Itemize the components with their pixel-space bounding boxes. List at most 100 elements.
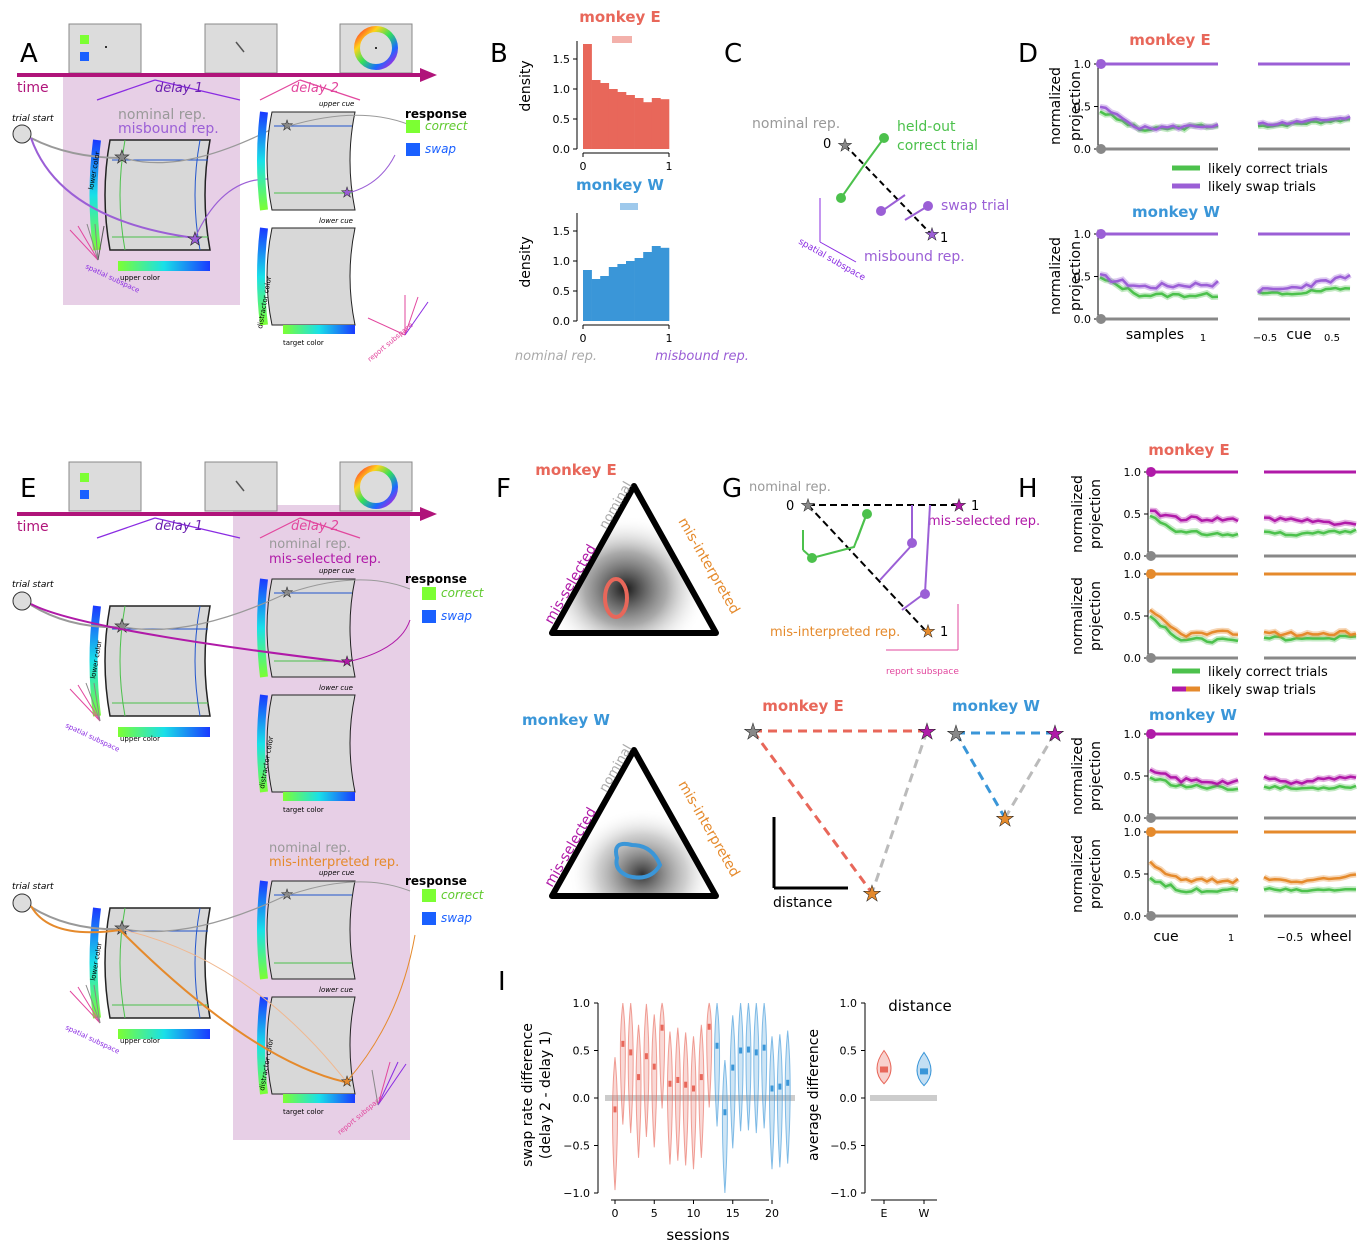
i-avg-median bbox=[920, 1068, 928, 1075]
i-ytick-label: 1.0 bbox=[573, 997, 591, 1010]
i-violin bbox=[729, 1015, 736, 1149]
e-misinterpreted-label: mis-interpreted rep. bbox=[269, 855, 399, 870]
e-upper-cue: upper cue bbox=[319, 869, 354, 877]
panel-label-e: E bbox=[20, 474, 36, 504]
e-plane bbox=[104, 605, 211, 717]
hist-xtick-label: 1 bbox=[666, 332, 673, 345]
proj-line bbox=[1263, 516, 1357, 527]
i-violin bbox=[714, 1002, 721, 1127]
e-misselected-resp bbox=[346, 619, 411, 663]
swap-label: swap bbox=[425, 142, 456, 156]
correct-swatch bbox=[406, 120, 420, 133]
misbound-star: ★ bbox=[187, 229, 203, 250]
trial-start-label: trial start bbox=[12, 114, 54, 124]
e-plane-curve-blue bbox=[194, 605, 201, 717]
i-right-ytick-label: −1.0 bbox=[830, 1187, 857, 1200]
e-lower-cue: lower cue bbox=[319, 986, 353, 994]
i-median bbox=[707, 1023, 711, 1030]
hist-xtick-label: 1 bbox=[666, 160, 673, 173]
e-swap-label: swap bbox=[441, 609, 472, 623]
g-one-b: 1 bbox=[940, 625, 948, 640]
g-monkey-e-title: monkey E bbox=[762, 697, 844, 715]
hist-bar bbox=[660, 99, 670, 149]
delay2-label: delay 2 bbox=[291, 81, 339, 96]
i-median bbox=[786, 1079, 790, 1086]
e-spatial-axis bbox=[77, 986, 101, 1024]
d-ylabel2-w: projection bbox=[1068, 241, 1084, 311]
i-right-zero-band bbox=[870, 1095, 937, 1101]
g-nominal-star: ★ bbox=[800, 496, 815, 516]
panel-label-i: I bbox=[498, 967, 506, 997]
panel-b: monkey E 0.0 0.5 1.0 1.5 0 1 density monkey W… bbox=[515, 8, 749, 364]
e-spatial-axis bbox=[77, 684, 101, 722]
hist-ytick-label: 0.5 bbox=[553, 113, 571, 126]
h-ylabel1: normalized bbox=[1070, 737, 1086, 815]
proj-ytick-label: 0.5 bbox=[1124, 508, 1142, 521]
e-trial-node bbox=[12, 591, 32, 611]
delay1-brace-right bbox=[154, 79, 241, 101]
e-plane-curve-green bbox=[119, 907, 126, 1019]
h-ylabel2: projection bbox=[1088, 839, 1104, 909]
i-violin bbox=[776, 1034, 783, 1168]
i-violin bbox=[651, 1014, 658, 1148]
g-purple-seg1 bbox=[879, 544, 913, 581]
i-right-xtick-label: W bbox=[919, 1207, 930, 1220]
d-xlabel-right: cue bbox=[1286, 327, 1311, 343]
g-w-nominal-star: ★ bbox=[946, 722, 966, 747]
i-median bbox=[770, 1085, 774, 1092]
i-median bbox=[739, 1047, 743, 1054]
e-misselected-label: mis-selected rep. bbox=[269, 552, 381, 567]
c-misbound-star: ★ bbox=[924, 225, 939, 245]
c-swap-label: swap trial bbox=[941, 198, 1009, 214]
panel-a-schematic: nominal rep. misbound rep. trial start ★… bbox=[12, 100, 469, 364]
e-spatial-label: spatial subspace bbox=[64, 722, 120, 754]
i-right-ytick-label: 0.0 bbox=[840, 1092, 858, 1105]
hist-bar bbox=[634, 258, 644, 321]
f-triangle-w bbox=[549, 747, 719, 899]
h-monkey-e-title: monkey E bbox=[1148, 441, 1230, 459]
proj-line bbox=[1099, 272, 1219, 290]
hist-ytick-label: 0.0 bbox=[553, 315, 571, 328]
proj-line bbox=[1149, 876, 1239, 894]
target-color-label: target color bbox=[283, 339, 324, 347]
i-violin bbox=[769, 1036, 775, 1170]
d-xtick-r2: 0.5 bbox=[1324, 333, 1340, 344]
i-median bbox=[652, 1063, 656, 1070]
i-median bbox=[644, 1053, 648, 1060]
h-xtick-left: 1 bbox=[1228, 933, 1234, 944]
proj-ytick-label: 1.0 bbox=[1124, 826, 1142, 839]
time-label: time bbox=[17, 80, 49, 96]
proj-line bbox=[1149, 514, 1239, 537]
i-xtick-label: 20 bbox=[765, 1207, 779, 1220]
g-dash-d bbox=[807, 504, 926, 631]
i-violin bbox=[737, 1002, 744, 1132]
g-misinterpreted-label: mis-interpreted rep. bbox=[770, 625, 900, 640]
i-avg-median bbox=[880, 1066, 888, 1073]
timeline-e: time delay 1 delay 2 nominal rep. mis-se… bbox=[17, 461, 437, 870]
g-purple-stem2 bbox=[924, 504, 931, 594]
i-xtick-label: 0 bbox=[612, 1207, 619, 1220]
i-violin bbox=[753, 1002, 760, 1134]
h-xlabel-left: cue bbox=[1153, 929, 1178, 945]
proj-line bbox=[1257, 286, 1351, 296]
i-median bbox=[754, 1049, 758, 1056]
hist-bar bbox=[660, 247, 670, 321]
hist-bar bbox=[583, 44, 592, 149]
proj-line bbox=[1263, 784, 1357, 791]
proj-ytick-label: 0.0 bbox=[1124, 812, 1142, 825]
e-time-arrowhead bbox=[420, 507, 437, 521]
hist-ytick-label: 0.5 bbox=[553, 285, 571, 298]
i-violin bbox=[612, 1057, 618, 1191]
i-median bbox=[637, 1074, 641, 1081]
hist-xtick-label: 0 bbox=[580, 332, 587, 345]
b-monkey-w-title: monkey W bbox=[576, 176, 664, 194]
f-contour-e bbox=[603, 577, 629, 619]
i-median bbox=[684, 1081, 688, 1088]
e-swap-label: swap bbox=[441, 911, 472, 925]
i-violin bbox=[698, 1024, 705, 1158]
f-monkey-e-title: monkey E bbox=[535, 461, 617, 479]
plane-curve-blue bbox=[194, 139, 201, 251]
proj-line bbox=[1149, 608, 1239, 639]
sample-square-green bbox=[80, 35, 89, 44]
